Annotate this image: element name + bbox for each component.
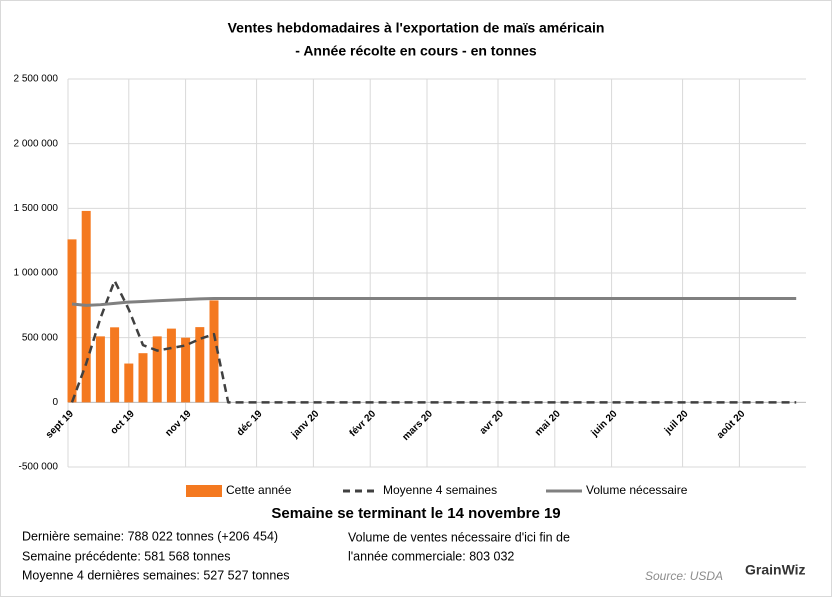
note: Moyenne 4 dernières semaines: 527 527 to… <box>22 568 290 582</box>
legend-label: Cette année <box>226 483 292 497</box>
bar <box>138 353 148 403</box>
bar <box>124 363 134 403</box>
line <box>70 279 797 404</box>
legend-swatch <box>186 485 222 497</box>
bar <box>181 337 191 403</box>
note: Semaine précédente: 581 568 tonnes <box>22 549 231 563</box>
note: Dernière semaine: 788 022 tonnes (+206 4… <box>22 529 278 543</box>
y-tick-label: 1 000 000 <box>14 268 59 279</box>
source: Source: USDA <box>645 569 723 583</box>
bar <box>95 336 105 403</box>
chart-subtitle: - Année récolte en cours - en tonnes <box>295 43 537 59</box>
legend-label: Moyenne 4 semaines <box>383 483 497 497</box>
note: l'année commerciale: 803 032 <box>348 549 514 563</box>
y-tick-label: -500 000 <box>19 462 59 473</box>
y-tick-label: 2 000 000 <box>14 138 59 149</box>
line <box>71 296 797 307</box>
chart-title: Ventes hebdomadaires à l'exportation de … <box>228 20 605 36</box>
caption: Semaine se terminant le 14 novembre 19 <box>271 505 560 522</box>
y-tick-label: 500 000 <box>22 332 59 343</box>
y-tick-label: 1 500 000 <box>14 203 59 214</box>
y-tick-label: 0 <box>52 397 58 408</box>
bar <box>209 300 219 403</box>
bar <box>67 239 77 403</box>
bar <box>110 327 120 403</box>
bar <box>195 327 205 403</box>
legend-label: Volume nécessaire <box>586 483 688 497</box>
y-tick-label: 2 500 000 <box>14 74 59 85</box>
bar <box>152 336 162 403</box>
bar <box>166 328 176 403</box>
note: Volume de ventes nécessaire d'ici fin de <box>348 530 570 544</box>
logo: GrainWiz <box>745 562 806 578</box>
